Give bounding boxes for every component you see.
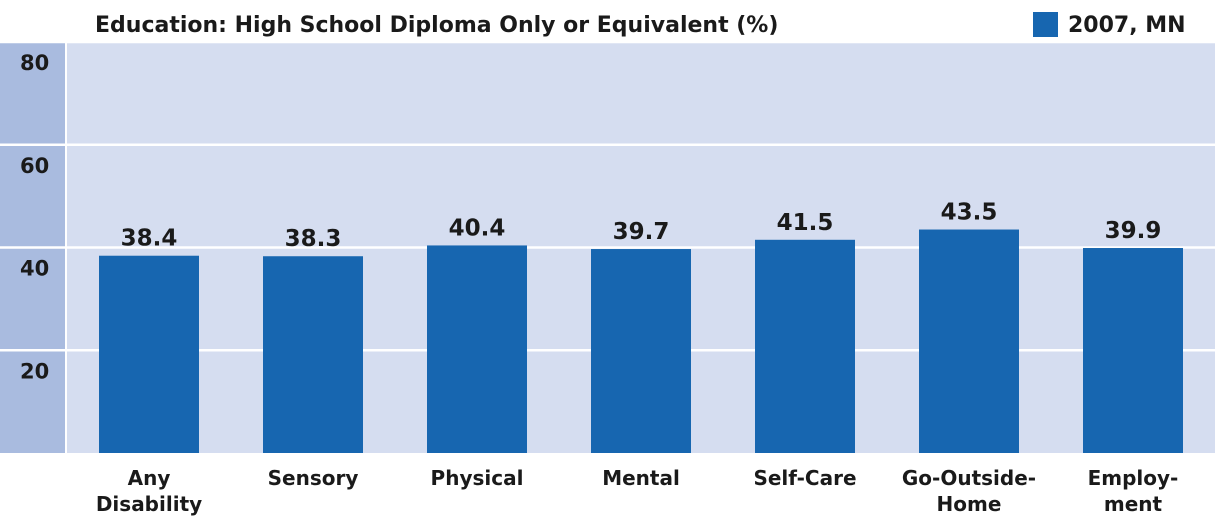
y-tick-label: 80	[20, 51, 49, 75]
value-label: 41.5	[777, 210, 834, 236]
x-tick-label: Mental	[602, 466, 680, 490]
value-label: 39.9	[1105, 218, 1162, 244]
x-tick-label: Go-Outside-Home	[902, 466, 1036, 516]
x-tick-label: Any Disability	[96, 466, 202, 516]
x-tick-label: Physical	[431, 466, 524, 490]
chart-title: Education: High School Diploma Only or E…	[95, 13, 778, 38]
y-tick-label: 20	[20, 359, 49, 383]
value-label: 40.4	[449, 215, 506, 241]
y-tick-label: 60	[20, 154, 49, 178]
value-label: 38.3	[285, 226, 342, 252]
legend-swatch	[1033, 12, 1058, 37]
bar	[1083, 248, 1183, 453]
value-label: 43.5	[941, 200, 998, 226]
value-label: 39.7	[613, 219, 670, 245]
bar	[591, 249, 691, 453]
legend-label: 2007, MN	[1068, 13, 1186, 38]
bar	[919, 229, 1019, 453]
bar	[427, 245, 527, 453]
x-tick-label: Self-Care	[753, 466, 856, 490]
y-tick-label: 40	[20, 257, 49, 281]
x-tick-label: Employ-ment	[1088, 466, 1179, 516]
bar	[263, 256, 363, 453]
value-label: 38.4	[121, 226, 178, 252]
bar	[755, 239, 855, 453]
x-tick-label: Sensory	[268, 466, 359, 490]
bar	[99, 255, 199, 453]
